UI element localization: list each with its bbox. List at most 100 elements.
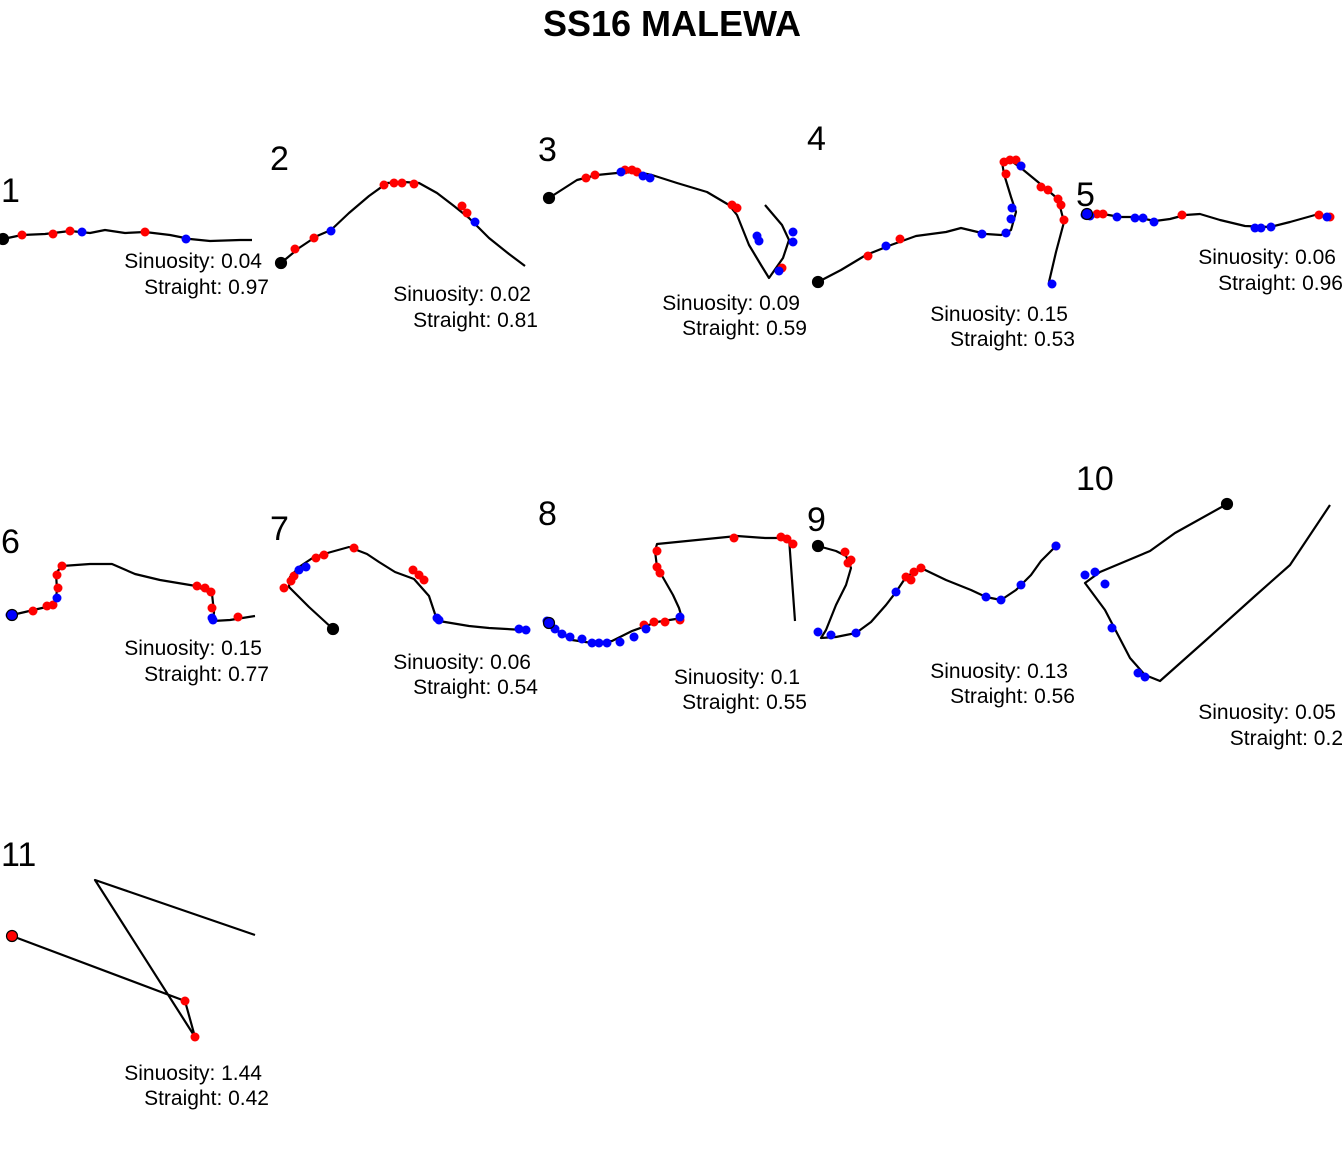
red-point xyxy=(279,583,289,593)
blue-point xyxy=(1266,222,1276,232)
red-point xyxy=(48,600,58,610)
start-point xyxy=(1220,497,1234,511)
blue-point xyxy=(788,237,798,247)
blue-point xyxy=(1001,228,1011,238)
straightness-label: Straight: 0.96 xyxy=(1218,272,1343,295)
red-point xyxy=(53,583,63,593)
blue-point xyxy=(1016,161,1026,171)
red-point xyxy=(192,581,202,591)
blue-point xyxy=(996,595,1006,605)
trajectory-line xyxy=(817,158,1066,283)
straightness-label: Straight: 0.56 xyxy=(950,685,1075,708)
blue-point xyxy=(641,624,651,634)
red-point xyxy=(180,996,190,1006)
start-point xyxy=(542,616,556,630)
blue-point xyxy=(638,171,648,181)
start-point xyxy=(811,539,825,553)
start-point xyxy=(5,608,19,622)
red-point xyxy=(397,178,407,188)
sinuosity-label: Sinuosity: 0.15 xyxy=(930,303,1068,326)
panel-6: 6 Sinuosity: 0.15 Straight: 0.77 xyxy=(1,523,269,686)
blue-point xyxy=(1006,214,1016,224)
red-point xyxy=(409,179,419,189)
panel-number: 3 xyxy=(538,131,557,169)
red-point xyxy=(916,563,926,573)
panel-1: 1 Sinuosity: 0.04 Straight: 0.97 xyxy=(0,172,269,299)
blue-point xyxy=(645,173,655,183)
start-point xyxy=(5,929,19,943)
red-point xyxy=(17,230,27,240)
blue-point xyxy=(981,592,991,602)
red-point xyxy=(349,543,359,553)
red-point xyxy=(462,208,472,218)
red-point xyxy=(1043,185,1053,195)
red-point xyxy=(289,571,299,581)
blue-point xyxy=(826,630,836,640)
panel-number: 9 xyxy=(807,501,826,539)
blue-point xyxy=(1112,212,1122,222)
red-point xyxy=(863,251,873,261)
blue-point xyxy=(294,565,304,575)
red-point xyxy=(57,561,67,571)
straightness-label: Straight: 0.54 xyxy=(413,676,538,699)
panel-number: 10 xyxy=(1076,460,1114,498)
red-point xyxy=(649,617,659,627)
red-point xyxy=(379,180,389,190)
trajectory-line xyxy=(280,180,526,267)
blue-point xyxy=(1133,668,1143,678)
red-point xyxy=(732,203,742,213)
straightness-label: Straight: 0.55 xyxy=(682,691,807,714)
red-point xyxy=(729,533,739,543)
trajectory-line xyxy=(2,228,252,243)
blue-point xyxy=(326,226,336,236)
blue-point xyxy=(301,562,311,572)
red-point xyxy=(206,587,216,597)
blue-point xyxy=(813,627,823,637)
straightness-label: Straight: 0.59 xyxy=(682,317,807,340)
red-point xyxy=(782,534,792,544)
blue-point xyxy=(1047,279,1057,289)
red-point xyxy=(1314,210,1324,220)
panel-number: 4 xyxy=(807,120,826,158)
red-point xyxy=(906,575,916,585)
blue-point xyxy=(594,638,604,648)
red-point xyxy=(457,201,467,211)
trajectory-line xyxy=(11,562,256,623)
panel-number: 6 xyxy=(1,523,20,561)
sinuosity-label: Sinuosity: 0.09 xyxy=(662,292,800,315)
red-point xyxy=(655,568,665,578)
red-point xyxy=(65,226,75,236)
blue-point xyxy=(891,587,901,597)
red-point xyxy=(290,244,300,254)
red-point xyxy=(48,229,58,239)
blue-point xyxy=(565,632,575,642)
red-point xyxy=(1059,215,1069,225)
red-point xyxy=(52,570,62,580)
red-point xyxy=(1098,209,1108,219)
blue-point xyxy=(514,624,524,634)
start-point xyxy=(542,191,556,205)
blue-point xyxy=(629,632,639,642)
panel-number: 1 xyxy=(1,172,20,210)
blue-point xyxy=(1007,203,1017,213)
blue-point xyxy=(788,227,798,237)
blue-point xyxy=(1080,570,1090,580)
straightness-label: Straight: 0.81 xyxy=(413,309,538,332)
blue-point xyxy=(1100,579,1110,589)
red-point xyxy=(1011,155,1021,165)
panel-5: 5 Sinuosity: 0.06 Straight: 0.96 xyxy=(1076,176,1343,295)
blue-point xyxy=(774,266,784,276)
red-point xyxy=(233,612,243,622)
blue-point xyxy=(557,629,567,639)
red-point xyxy=(140,227,150,237)
panel-10: 10 Sinuosity: 0.05 Straight: 0.2 xyxy=(1076,460,1343,750)
blue-point xyxy=(1140,672,1150,682)
red-point xyxy=(1036,182,1046,192)
trajectory-line xyxy=(548,170,791,280)
blue-point xyxy=(754,236,764,246)
blue-point xyxy=(1130,213,1140,223)
